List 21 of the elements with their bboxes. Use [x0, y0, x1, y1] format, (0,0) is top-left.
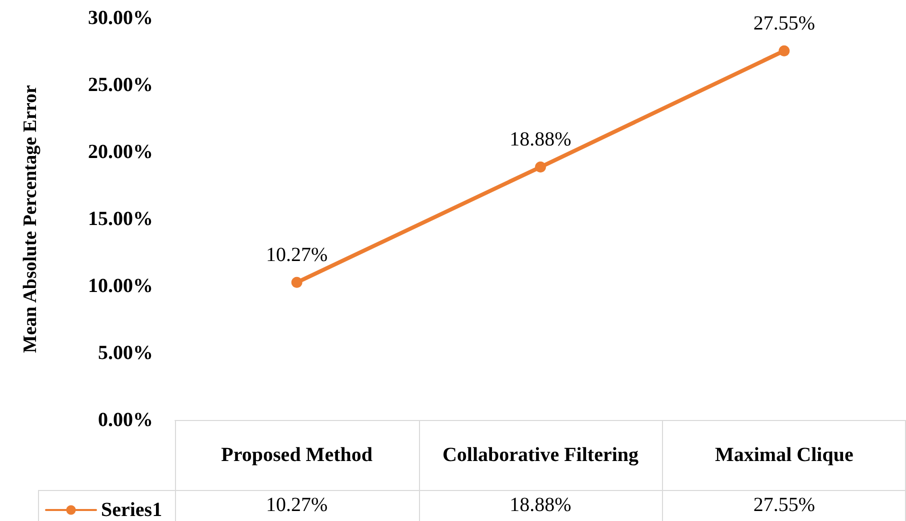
- point: [778, 45, 790, 56]
- y-tick-label: 20.00%: [88, 141, 153, 163]
- y-tick-label: 10.00%: [88, 275, 153, 297]
- y-axis-title: Mean Absolute Percentage Error: [20, 84, 41, 353]
- x-tick-label: Proposed Method: [220, 442, 374, 468]
- text: 18.88%: [510, 128, 572, 151]
- y-tick-label: 0.00%: [98, 409, 153, 431]
- x-tick-label: Maximal Clique: [714, 442, 854, 468]
- y-tick-label: 30.00%: [88, 7, 153, 29]
- point: [535, 162, 546, 173]
- y-tick-label: 25.00%: [88, 74, 153, 96]
- x-tick-label: Collaborative Filtering: [441, 442, 640, 468]
- point: [291, 276, 302, 288]
- y-tick-label: 5.00%: [98, 342, 153, 364]
- data-label: 18.88%: [508, 493, 572, 518]
- y-tick-label: 15.00%: [88, 208, 153, 230]
- text: 27.55%: [753, 12, 816, 34]
- data-label: 10.27%: [264, 493, 329, 518]
- data-label: 27.55%: [752, 493, 816, 518]
- text: 10.27%: [266, 244, 328, 266]
- legend-label: Series1: [101, 499, 162, 521]
